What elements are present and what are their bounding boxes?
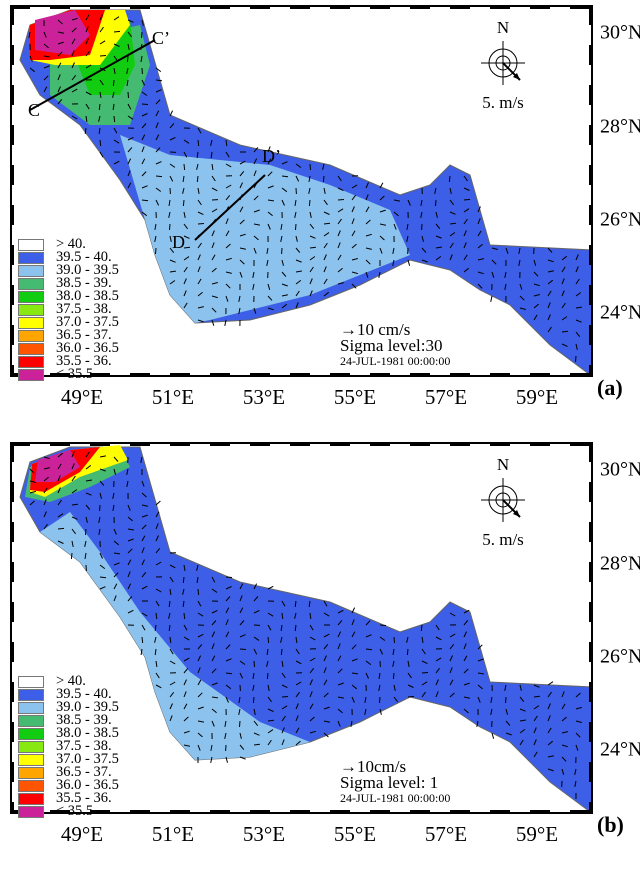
y-tick-label: 30°N xyxy=(600,22,640,45)
legend-swatch xyxy=(18,239,44,251)
legend-swatch xyxy=(18,291,44,303)
legend-item: < 35.5 xyxy=(18,805,119,818)
legend-swatch xyxy=(18,330,44,342)
section-label: C xyxy=(28,100,40,121)
north-label: N xyxy=(478,18,528,38)
legend-label: < 35.5 xyxy=(56,805,93,818)
x-tick-label: 57°E xyxy=(425,822,467,847)
legend-swatch xyxy=(18,780,44,792)
legend-swatch xyxy=(18,715,44,727)
legend-swatch xyxy=(18,676,44,688)
map-info: →10cm/s Sigma level: 1 24-JUL-1981 00:00… xyxy=(340,759,450,806)
x-tick-label: 49°E xyxy=(61,385,103,410)
legend-swatch xyxy=(18,741,44,753)
panel-a: C’ C D’ D N 5. m/s →10 cm/s Sigma level:… xyxy=(0,0,640,437)
compass-rose-icon xyxy=(478,38,528,88)
panel-label: (b) xyxy=(597,812,624,838)
compass: N 5. m/s xyxy=(478,455,528,550)
x-tick-label: 53°E xyxy=(243,822,285,847)
legend-swatch xyxy=(18,369,44,381)
x-tick-label: 53°E xyxy=(243,385,285,410)
datetime: 24-JUL-1981 00:00:00 xyxy=(340,354,450,369)
legend-swatch xyxy=(18,356,44,368)
y-tick-label: 30°N xyxy=(600,459,640,482)
legend-swatch xyxy=(18,304,44,316)
x-tick-label: 51°E xyxy=(152,385,194,410)
datetime: 24-JUL-1981 00:00:00 xyxy=(340,791,450,806)
legend-swatch xyxy=(18,317,44,329)
legend-swatch xyxy=(18,265,44,277)
y-tick-label: 26°N xyxy=(600,646,640,669)
velocity-scale: 5. m/s xyxy=(478,530,528,550)
legend-swatch xyxy=(18,702,44,714)
legend-swatch xyxy=(18,767,44,779)
x-tick-label: 51°E xyxy=(152,822,194,847)
velocity-scale: 5. m/s xyxy=(478,93,528,113)
x-tick-label: 59°E xyxy=(516,385,558,410)
north-label: N xyxy=(478,455,528,475)
sigma-level: Sigma level: 1 xyxy=(340,775,450,791)
x-tick-label: 55°E xyxy=(334,822,376,847)
panel-label: (a) xyxy=(597,375,623,401)
legend-swatch xyxy=(18,806,44,818)
legend-swatch xyxy=(18,252,44,264)
y-tick-label: 28°N xyxy=(600,553,640,576)
map-info: →10 cm/s Sigma level:30 24-JUL-1981 00:0… xyxy=(340,322,450,369)
legend-swatch xyxy=(18,278,44,290)
sigma-level: Sigma level:30 xyxy=(340,338,450,354)
compass-rose-icon xyxy=(478,475,528,525)
y-tick-label: 28°N xyxy=(600,116,640,139)
section-label: D’ xyxy=(262,146,281,167)
compass: N 5. m/s xyxy=(478,18,528,113)
legend-label: < 35.5 xyxy=(56,368,93,381)
x-tick-label: 59°E xyxy=(516,822,558,847)
legend-swatch xyxy=(18,793,44,805)
section-label: D xyxy=(172,232,185,253)
x-tick-label: 49°E xyxy=(61,822,103,847)
panel-b: N 5. m/s →10cm/s Sigma level: 1 24-JUL-1… xyxy=(0,437,640,874)
legend-swatch xyxy=(18,728,44,740)
legend-item: < 35.5 xyxy=(18,368,119,381)
y-tick-label: 24°N xyxy=(600,302,640,325)
y-tick-label: 24°N xyxy=(600,739,640,762)
section-label: C’ xyxy=(152,28,170,49)
legend-swatch xyxy=(18,689,44,701)
x-tick-label: 57°E xyxy=(425,385,467,410)
x-tick-label: 55°E xyxy=(334,385,376,410)
legend-swatch xyxy=(18,343,44,355)
y-tick-label: 26°N xyxy=(600,209,640,232)
legend-swatch xyxy=(18,754,44,766)
